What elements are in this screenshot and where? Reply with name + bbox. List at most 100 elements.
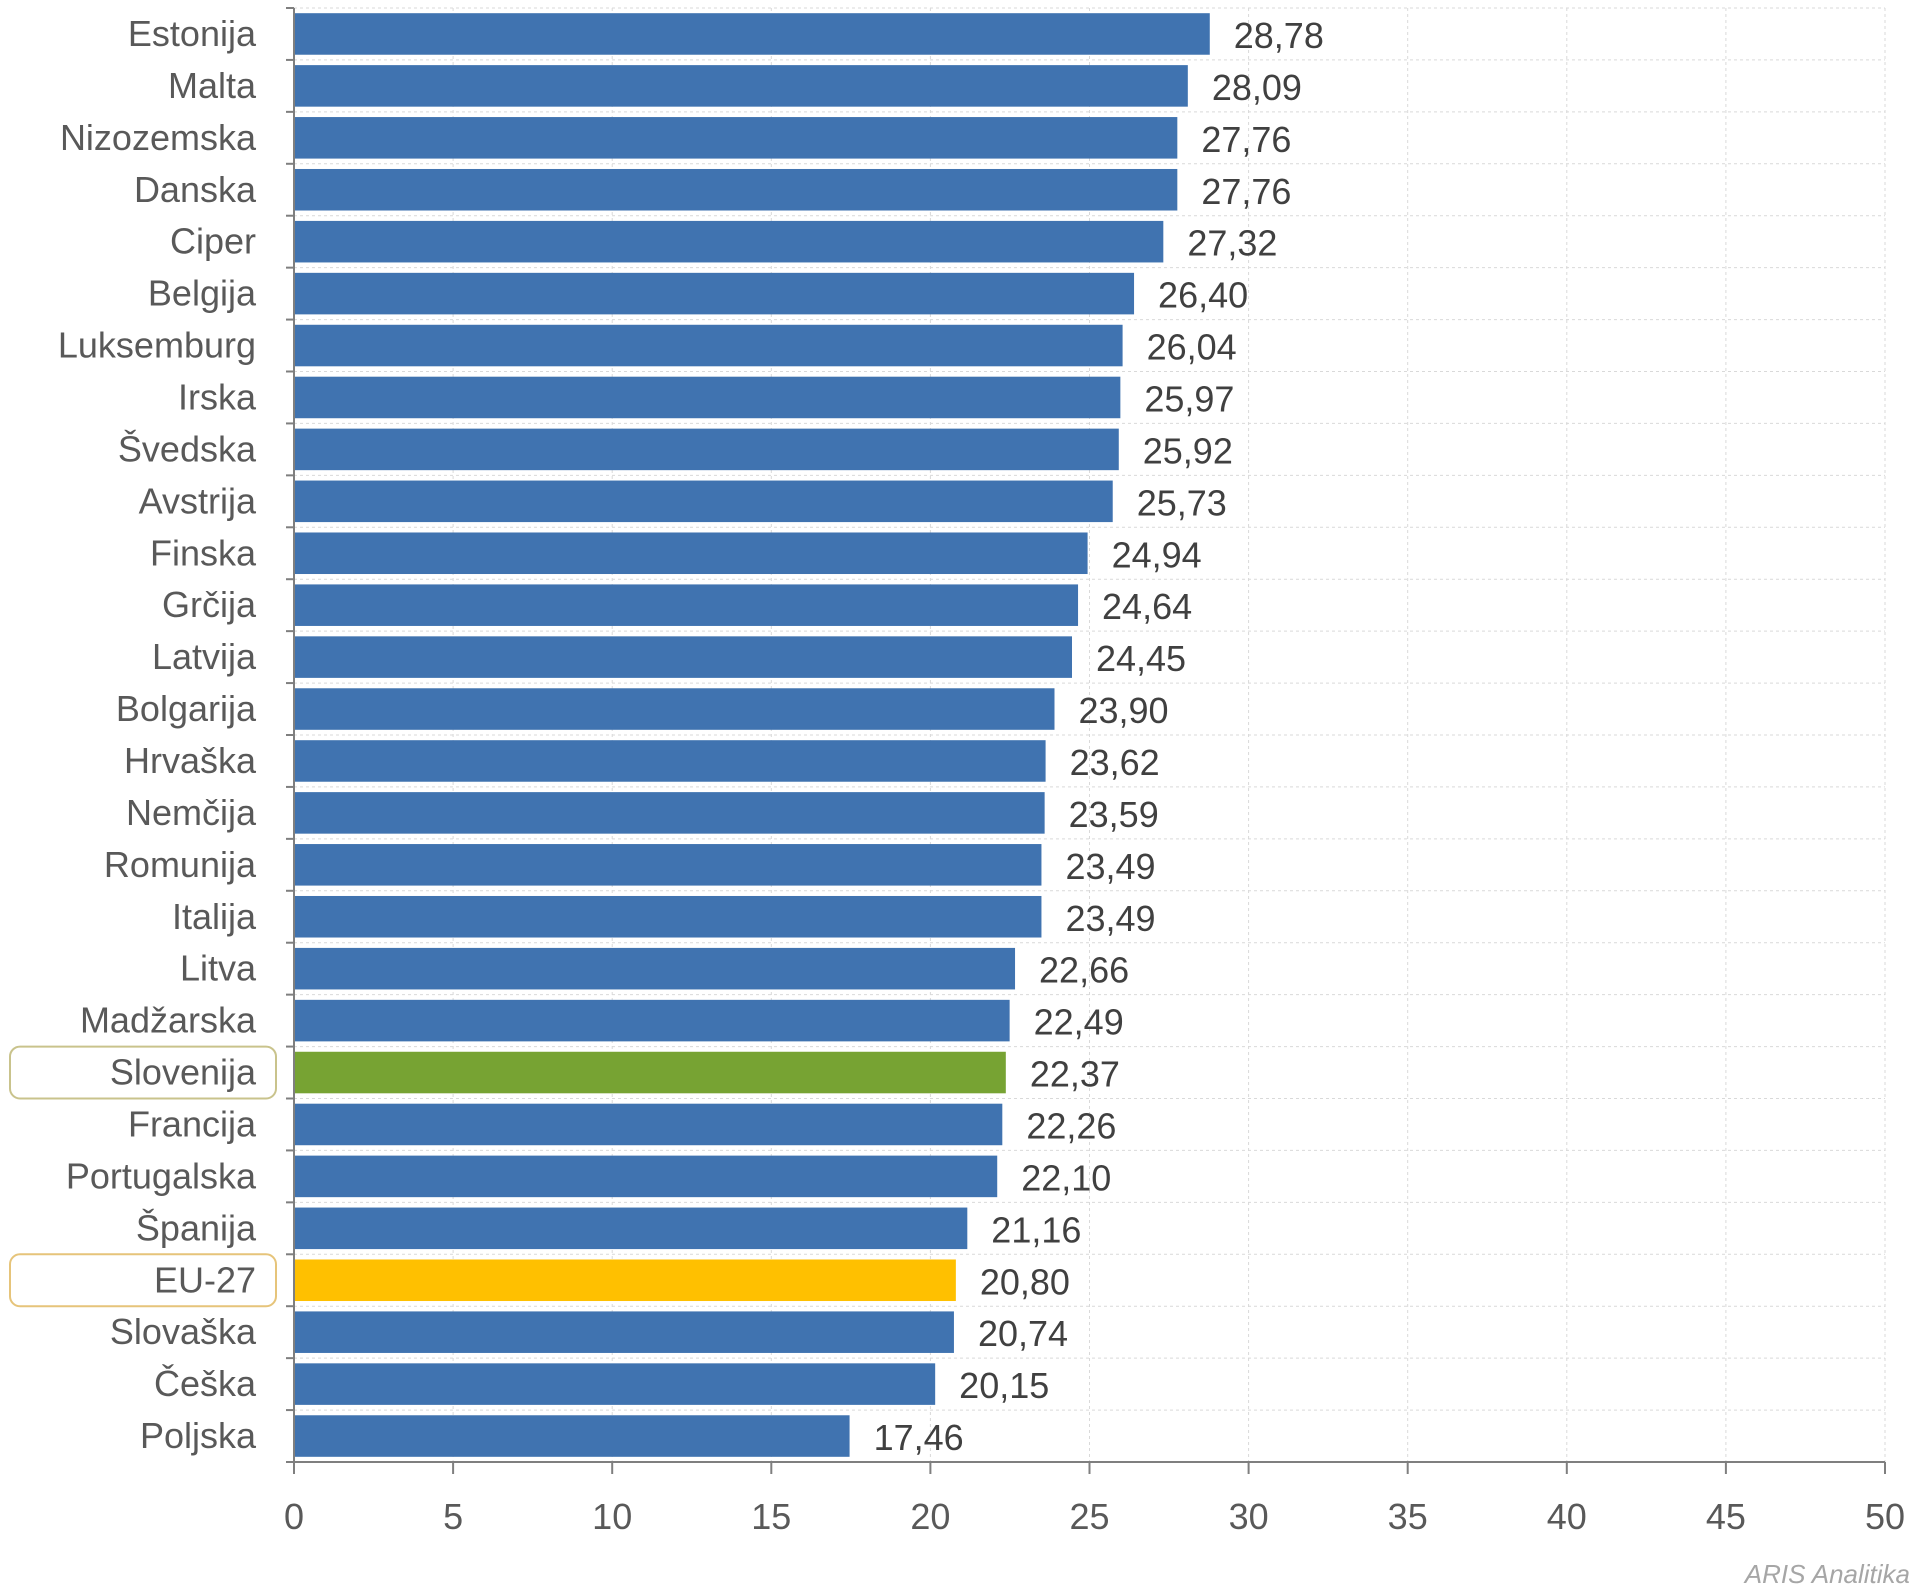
data-label: 27,76: [1201, 119, 1291, 160]
data-label: 28,78: [1234, 15, 1324, 56]
x-tick-label: 15: [751, 1496, 791, 1537]
bar: [295, 844, 1042, 886]
data-label: 23,59: [1069, 794, 1159, 835]
data-label: 28,09: [1212, 67, 1302, 108]
bar: [295, 636, 1072, 678]
category-label: Francija: [128, 1103, 257, 1144]
category-label: Litva: [180, 948, 257, 989]
x-tick-label: 20: [910, 1496, 950, 1537]
category-label: Nemčija: [126, 792, 257, 833]
bar: [295, 584, 1079, 626]
data-label: 17,46: [874, 1417, 964, 1458]
category-label: Nizozemska: [60, 117, 257, 158]
bar: [295, 65, 1188, 107]
category-label: Španija: [136, 1207, 257, 1248]
data-label: 20,80: [980, 1261, 1070, 1302]
bar: [295, 480, 1113, 523]
category-label: Portugalska: [66, 1155, 257, 1196]
data-label: 20,74: [978, 1313, 1068, 1354]
bar: [295, 947, 1016, 990]
bar: [295, 1363, 936, 1405]
data-label: 22,49: [1034, 1002, 1124, 1043]
category-label: Romunija: [104, 844, 257, 885]
x-tick-label: 0: [284, 1496, 304, 1537]
data-label: 26,40: [1158, 275, 1248, 316]
bar: [295, 1051, 1006, 1094]
category-label: Estonija: [128, 13, 257, 54]
bars: [295, 13, 1210, 1457]
x-tick-label: 10: [592, 1496, 632, 1537]
category-label: Latvija: [152, 636, 257, 677]
x-tick-label: 30: [1229, 1496, 1269, 1537]
data-label: 21,16: [991, 1209, 1081, 1250]
category-label: Bolgarija: [116, 688, 257, 729]
labels: Estonija 28,78 Malta 28,09 Nizozemska 27,76 Da…: [9, 13, 1324, 1458]
bar: [295, 272, 1135, 315]
category-label: Luksemburg: [58, 325, 256, 366]
bar: [295, 168, 1178, 211]
data-label: 24,64: [1102, 586, 1192, 627]
bar: [295, 1207, 968, 1250]
category-label: Italija: [172, 896, 257, 937]
x-tick-label: 45: [1706, 1496, 1746, 1537]
bar: [295, 740, 1046, 782]
data-label: 22,66: [1039, 950, 1129, 991]
bar: [295, 1311, 954, 1353]
data-label: 23,49: [1065, 898, 1155, 939]
grid-lines: [294, 7, 1886, 1463]
source-note: ARIS Analitika: [1743, 1559, 1910, 1589]
category-label: Hrvaška: [124, 740, 257, 781]
data-label: 23,90: [1078, 690, 1168, 731]
category-label: Slovenija: [110, 1052, 257, 1093]
category-label: Danska: [134, 169, 257, 210]
category-label: Češka: [154, 1363, 257, 1404]
data-label: 23,49: [1065, 846, 1155, 887]
data-label: 26,04: [1147, 327, 1237, 368]
category-label: Madžarska: [80, 1000, 257, 1041]
x-tick-label: 5: [443, 1496, 463, 1537]
data-label: 27,32: [1187, 223, 1277, 264]
bar: [295, 792, 1045, 834]
bar: [295, 1155, 998, 1198]
bar: [295, 117, 1178, 159]
x-tick-label: 25: [1069, 1496, 1109, 1537]
data-label: 22,37: [1030, 1054, 1120, 1095]
bar: [295, 1103, 1003, 1146]
category-label: Švedska: [118, 428, 257, 469]
bar: [295, 1415, 850, 1457]
data-label: 20,15: [959, 1365, 1049, 1406]
data-label: 24,45: [1096, 638, 1186, 679]
category-label: Grčija: [162, 584, 257, 625]
category-label: Belgija: [148, 273, 257, 314]
data-label: 24,94: [1112, 534, 1202, 575]
x-tick-label: 40: [1547, 1496, 1587, 1537]
bar: [295, 13, 1210, 55]
bar: [295, 688, 1055, 730]
category-label: Ciper: [170, 221, 256, 262]
bar: [295, 220, 1164, 263]
data-label: 25,92: [1143, 430, 1233, 471]
x-tick-label: 50: [1865, 1496, 1905, 1537]
category-label: Irska: [178, 376, 257, 417]
data-label: 27,76: [1201, 171, 1291, 212]
category-label: Avstrija: [139, 480, 257, 521]
bar: [295, 532, 1088, 575]
category-label: Slovaška: [110, 1311, 257, 1352]
category-label: Finska: [150, 532, 257, 573]
bar: [295, 999, 1010, 1042]
category-label: Poljska: [140, 1415, 257, 1456]
data-label: 22,26: [1026, 1105, 1116, 1146]
category-label: EU-27: [154, 1259, 256, 1300]
data-label: 25,97: [1144, 378, 1234, 419]
axes: 0 5 10 15 20 25 30 35 40 45 50: [284, 7, 1905, 1537]
bar: [295, 895, 1042, 938]
bar: [295, 376, 1121, 419]
highlight-label-box: [9, 1045, 277, 1100]
data-label: 25,73: [1137, 482, 1227, 523]
category-label: Malta: [168, 65, 257, 106]
data-label: 22,10: [1021, 1157, 1111, 1198]
bar: [295, 1259, 956, 1302]
highlight-label-box: [9, 1253, 277, 1308]
